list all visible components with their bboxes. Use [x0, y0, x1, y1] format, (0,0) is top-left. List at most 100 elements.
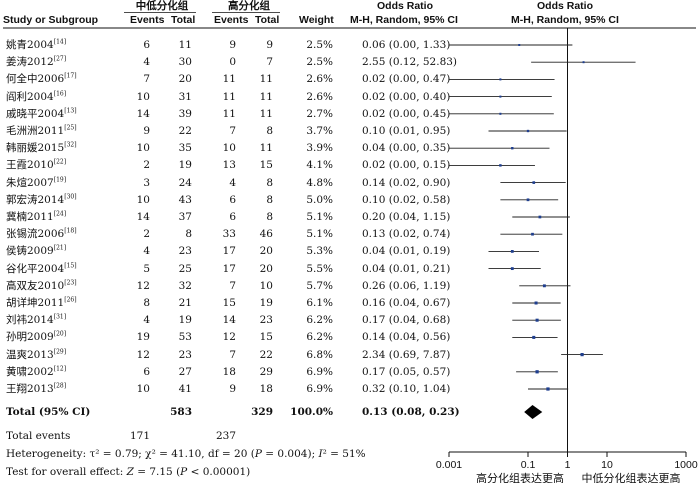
study-name: 高双友2010[23] — [6, 279, 77, 292]
study-total2: 29 — [259, 365, 273, 378]
study-name: 孙明2009[20] — [6, 330, 67, 344]
study-ci: 0.13 (0.02, 0.74) — [362, 228, 451, 241]
study-events2: 7 — [229, 279, 236, 292]
study-events2: 9 — [229, 39, 236, 51]
study-total1: 8 — [185, 228, 192, 241]
study-events2: 7 — [229, 125, 236, 137]
study-total1: 24 — [178, 176, 192, 189]
study-ci: 0.26 (0.06, 1.19) — [362, 279, 451, 292]
study-total2: 10 — [259, 279, 273, 292]
study-name: 张锡流2006[18] — [6, 227, 77, 241]
study-ci: 0.32 (0.10, 1.04) — [362, 383, 451, 395]
study-weight: 5.7% — [306, 279, 333, 292]
study-weight: 2.6% — [306, 73, 333, 86]
study-ci: 0.02 (0.00, 0.45) — [362, 107, 451, 120]
study-header: Study or Subgroup — [3, 14, 99, 26]
study-total2: 46 — [259, 228, 273, 241]
study-ci: 0.17 (0.05, 0.57) — [362, 365, 451, 378]
study-events1: 7 — [143, 73, 150, 86]
study-ci: 0.16 (0.04, 0.67) — [362, 297, 451, 309]
study-events1: 4 — [143, 56, 150, 69]
point-marker — [526, 198, 530, 202]
events1-header: Events — [130, 14, 165, 26]
study-ci: 0.02 (0.00, 0.47) — [362, 73, 451, 86]
study-weight: 5.0% — [306, 193, 333, 206]
point-marker — [532, 181, 536, 184]
study-events2: 0 — [229, 56, 236, 69]
study-events2: 6 — [229, 193, 236, 206]
study-ci: 0.14 (0.02, 0.90) — [362, 176, 451, 189]
study-total1: 53 — [178, 331, 192, 344]
study-events1: 6 — [143, 39, 150, 51]
study-ci: 0.14 (0.04, 0.56) — [362, 331, 451, 344]
study-name: 冀楠2011[24] — [6, 210, 67, 223]
study-ci: 0.10 (0.01, 0.95) — [362, 125, 451, 137]
point-marker — [535, 318, 539, 322]
total1-header: Total — [171, 14, 196, 26]
study-total1: 23 — [178, 348, 192, 361]
study-name: 谷化平2004[15] — [6, 262, 77, 275]
total-t2: 329 — [251, 406, 273, 418]
study-events2: 14 — [222, 314, 236, 327]
study-events2: 15 — [222, 297, 236, 309]
study-events2: 17 — [222, 245, 236, 258]
heterogeneity-text: Heterogeneity: τ² = 0.79; χ² = 41.10, df… — [6, 448, 366, 460]
total-weight: 100.0% — [290, 406, 333, 418]
study-name: 郭宏涛2014[30] — [6, 193, 77, 206]
point-marker — [499, 95, 502, 98]
study-weight: 6.1% — [306, 297, 333, 309]
study-ci: 0.10 (0.02, 0.58) — [362, 193, 451, 206]
study-name: 姜涛2012[27] — [6, 55, 67, 69]
study-total1: 30 — [178, 56, 192, 69]
study-events2: 11 — [222, 107, 236, 120]
study-name: 黄啸2002[12] — [6, 365, 67, 378]
study-total1: 21 — [178, 297, 192, 309]
study-total2: 19 — [259, 297, 273, 309]
study-events1: 2 — [143, 159, 150, 172]
x-axis-label-right: 中低分化组表达更高 — [582, 471, 681, 483]
total2-header: Total — [255, 14, 280, 26]
study-events1: 6 — [143, 365, 150, 378]
study-total1: 43 — [178, 193, 192, 206]
weight-header: Weight — [299, 14, 334, 26]
study-events1: 4 — [143, 314, 150, 327]
study-events2: 9 — [229, 383, 236, 395]
overall-effect-text: Test for overall effect: Z = 7.15 (P < 0… — [6, 466, 251, 478]
study-weight: 5.5% — [306, 262, 333, 275]
study-name: 温爽2013[29] — [6, 348, 67, 361]
study-total1: 32 — [178, 279, 192, 292]
total-label: Total (95% CI) — [6, 406, 91, 418]
study-name: 胡详坤2011[26] — [6, 296, 77, 309]
study-ci: 0.04 (0.01, 0.19) — [362, 245, 451, 258]
x-tick-label: 1000 — [674, 459, 698, 471]
study-name: 姚青2004[14] — [6, 38, 67, 51]
point-marker — [542, 284, 546, 288]
study-total2: 20 — [259, 245, 273, 258]
study-total2: 11 — [259, 73, 273, 86]
study-events1: 10 — [136, 142, 150, 155]
group2-header: 高分化组 — [228, 0, 270, 12]
x-tick-label: 10 — [601, 459, 613, 471]
point-marker — [526, 129, 530, 133]
study-total2: 18 — [259, 383, 273, 395]
study-ci: 0.20 (0.04, 1.15) — [362, 211, 451, 223]
point-marker — [582, 61, 585, 64]
study-weight: 5.3% — [306, 245, 333, 258]
study-weight: 5.1% — [306, 228, 333, 241]
study-total1: 35 — [178, 142, 192, 155]
study-events1: 12 — [136, 348, 150, 361]
study-total2: 7 — [266, 56, 273, 69]
method-header-right: M-H, Random, 95% CI — [511, 14, 619, 26]
study-events2: 11 — [222, 73, 236, 86]
study-events2: 10 — [222, 142, 236, 155]
study-total1: 23 — [178, 245, 192, 258]
study-weight: 2.5% — [306, 56, 333, 69]
study-events2: 33 — [222, 228, 236, 241]
study-events1: 10 — [136, 193, 150, 206]
study-weight: 2.7% — [306, 107, 333, 120]
study-total1: 19 — [178, 314, 192, 327]
study-name: 侯铸2009[21] — [6, 244, 67, 258]
study-weight: 4.1% — [306, 159, 333, 172]
study-weight: 6.8% — [306, 348, 333, 361]
